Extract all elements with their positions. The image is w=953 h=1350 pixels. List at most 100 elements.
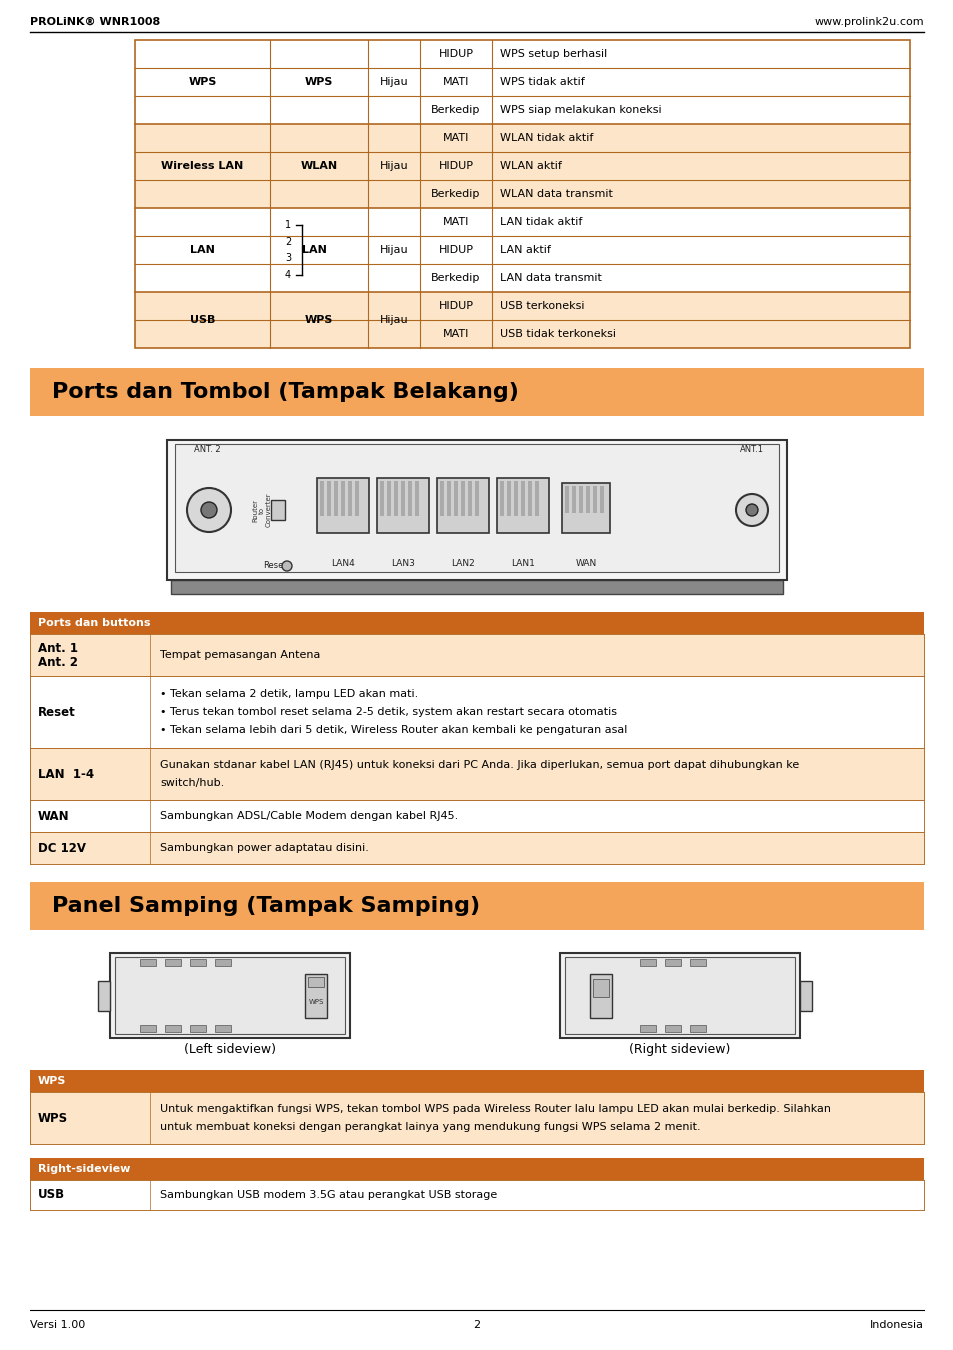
Circle shape: [187, 487, 231, 532]
Bar: [400, 481, 405, 516]
Bar: [436, 478, 489, 532]
Bar: [165, 958, 181, 967]
Text: PROLiNK® WNR1008: PROLiNK® WNR1008: [30, 18, 160, 27]
Bar: [664, 1025, 680, 1031]
Text: WPS siap melakukan koneksi: WPS siap melakukan koneksi: [499, 105, 661, 115]
Text: Sambungkan ADSL/Cable Modem dengan kabel RJ45.: Sambungkan ADSL/Cable Modem dengan kabel…: [160, 811, 457, 821]
Text: untuk membuat koneksi dengan perangkat lainya yang mendukung fungsi WPS selama 2: untuk membuat koneksi dengan perangkat l…: [160, 1122, 700, 1133]
Bar: [561, 482, 609, 532]
Text: WPS setup berhasil: WPS setup berhasil: [499, 49, 607, 59]
Text: WAN: WAN: [575, 559, 596, 568]
Text: HIDUP: HIDUP: [438, 49, 473, 59]
Text: HIDUP: HIDUP: [438, 301, 473, 310]
Text: WLAN aktif: WLAN aktif: [499, 161, 561, 171]
Text: DC 12V: DC 12V: [38, 841, 86, 855]
Bar: [319, 481, 324, 516]
Text: ANT. 2: ANT. 2: [193, 446, 220, 455]
Bar: [689, 1025, 705, 1031]
Bar: [135, 208, 909, 292]
Bar: [506, 481, 511, 516]
Text: Tempat pemasangan Antena: Tempat pemasangan Antena: [160, 649, 320, 660]
Bar: [454, 481, 457, 516]
Text: LAN1: LAN1: [511, 559, 535, 568]
Bar: [589, 973, 612, 1018]
Bar: [30, 369, 923, 416]
Text: Versi 1.00: Versi 1.00: [30, 1320, 85, 1330]
Text: ANT.1: ANT.1: [740, 446, 763, 455]
Bar: [271, 500, 285, 520]
Text: LAN2: LAN2: [451, 559, 475, 568]
Text: Hijau: Hijau: [379, 244, 408, 255]
Text: WPS: WPS: [305, 77, 333, 86]
Text: 1: 1: [285, 220, 291, 230]
Circle shape: [282, 562, 292, 571]
Bar: [578, 486, 582, 513]
Bar: [308, 976, 324, 987]
Bar: [447, 481, 451, 516]
Text: WPS: WPS: [308, 999, 323, 1004]
Bar: [30, 1071, 923, 1092]
Bar: [167, 440, 786, 580]
Text: 2: 2: [473, 1320, 480, 1330]
Text: WLAN data transmit: WLAN data transmit: [499, 189, 612, 198]
Bar: [98, 980, 110, 1011]
Bar: [30, 676, 923, 748]
Bar: [340, 481, 345, 516]
Circle shape: [735, 494, 767, 526]
Bar: [593, 486, 597, 513]
Text: 4: 4: [285, 270, 291, 281]
Bar: [174, 444, 779, 572]
Text: HIDUP: HIDUP: [438, 244, 473, 255]
Bar: [408, 481, 412, 516]
Text: LAN: LAN: [190, 244, 214, 255]
Bar: [190, 958, 206, 967]
Bar: [334, 481, 337, 516]
Bar: [214, 958, 231, 967]
Text: LAN: LAN: [301, 244, 326, 255]
Text: LAN3: LAN3: [391, 559, 415, 568]
Bar: [305, 973, 327, 1018]
Text: Sambungkan USB modem 3.5G atau perangkat USB storage: Sambungkan USB modem 3.5G atau perangkat…: [160, 1189, 497, 1200]
Text: Berkedip: Berkedip: [431, 189, 480, 198]
Bar: [355, 481, 358, 516]
Circle shape: [745, 504, 758, 516]
Bar: [140, 1025, 156, 1031]
Text: (Left sideview): (Left sideview): [184, 1044, 275, 1057]
Text: Hijau: Hijau: [379, 77, 408, 86]
Text: MATI: MATI: [442, 77, 469, 86]
Bar: [140, 958, 156, 967]
Text: USB tidak terkoneksi: USB tidak terkoneksi: [499, 329, 616, 339]
Bar: [394, 481, 397, 516]
Text: Indonesia: Indonesia: [869, 1320, 923, 1330]
Bar: [475, 481, 478, 516]
Text: WLAN: WLAN: [300, 161, 337, 171]
Bar: [599, 486, 603, 513]
Bar: [171, 580, 782, 594]
Text: Gunakan stdanar kabel LAN (RJ45) untuk koneksi dari PC Anda. Jika diperlukan, se: Gunakan stdanar kabel LAN (RJ45) untuk k…: [160, 760, 799, 770]
Bar: [30, 634, 923, 676]
Text: WPS: WPS: [38, 1076, 67, 1085]
Text: Ports dan Tombol (Tampak Belakang): Ports dan Tombol (Tampak Belakang): [52, 382, 518, 402]
Text: LAN4: LAN4: [331, 559, 355, 568]
Text: Berkedip: Berkedip: [431, 273, 480, 284]
Bar: [499, 481, 503, 516]
Bar: [376, 478, 429, 532]
Text: USB: USB: [38, 1188, 65, 1202]
Text: Panel Samping (Tampak Samping): Panel Samping (Tampak Samping): [52, 896, 479, 917]
Bar: [800, 980, 811, 1011]
Bar: [572, 486, 576, 513]
Bar: [415, 481, 418, 516]
Text: MATI: MATI: [442, 329, 469, 339]
Bar: [190, 1025, 206, 1031]
Text: Hijau: Hijau: [379, 315, 408, 325]
Text: www.prolink2u.com: www.prolink2u.com: [814, 18, 923, 27]
Bar: [135, 40, 909, 348]
Text: Berkedip: Berkedip: [431, 105, 480, 115]
Text: WLAN tidak aktif: WLAN tidak aktif: [499, 134, 593, 143]
Bar: [30, 748, 923, 801]
Text: WPS: WPS: [38, 1111, 68, 1125]
Bar: [664, 958, 680, 967]
Bar: [439, 481, 443, 516]
Text: • Terus tekan tombol reset selama 2-5 detik, system akan restart secara otomatis: • Terus tekan tombol reset selama 2-5 de…: [160, 707, 617, 717]
Bar: [214, 1025, 231, 1031]
